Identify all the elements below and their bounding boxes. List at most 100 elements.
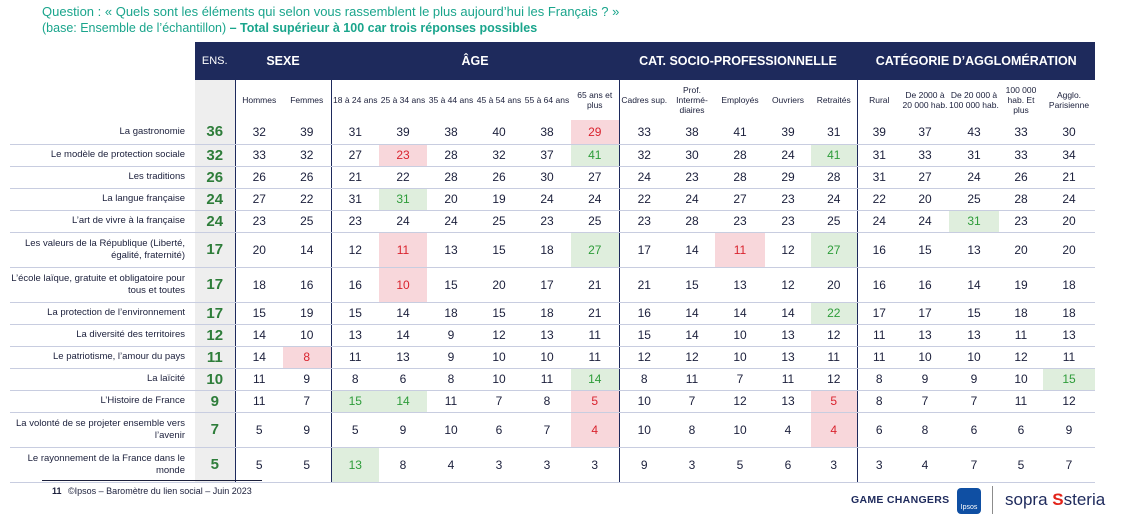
cell-value: 8 [283,346,331,369]
cell-value: 13 [523,324,571,347]
column-header: Hommes [234,80,283,120]
ipsos-logo: Ipsos [957,488,981,514]
cell-value: 14 [949,267,999,303]
cell-value: 18 [523,302,571,325]
cell-value: 38 [523,120,571,145]
cell-value: 27 [811,232,857,268]
cell-value: 19 [283,302,331,325]
cell-value: 17 [618,232,669,268]
cell-value: 10 [715,412,765,448]
cell-value: 10 [949,346,999,369]
cell-value: 31 [330,188,379,211]
cell-value: 3 [669,447,715,483]
sopra-text: sopra [1005,490,1048,509]
group-sexe: SEXE [234,42,331,80]
cell-value: 8 [427,368,475,391]
cell-value: 12 [1043,390,1095,413]
page-number: 11 [52,486,62,496]
ens-value: 36 [195,120,235,145]
cell-value: 12 [475,324,523,347]
cell-value: 13 [330,324,379,347]
ens-value: 17 [195,302,235,325]
cell-value: 7 [283,390,331,413]
cell-value: 16 [330,267,379,303]
cell-value: 15 [1043,368,1095,391]
cell-value: 13 [715,267,765,303]
ens-value: 10 [195,368,235,391]
column-header: 65 ans et plus [577,90,613,110]
cell-value: 13 [1043,324,1095,347]
cell-value: 20 [811,267,857,303]
question-text: Question : « Quels sont les éléments qui… [42,4,620,19]
cell-value: 10 [715,324,765,347]
cell-value: 12 [618,346,669,369]
steria-text: steria [1063,490,1106,509]
cell-value: 9 [379,412,427,448]
cell-value: 4 [901,447,949,483]
cell-value: 15 [475,302,523,325]
cell-value: 11 [715,232,765,268]
table-row: Le patriotisme, l’amour du pays 11 14 8 11 13… [10,346,1095,369]
cell-value: 18 [523,232,571,268]
cell-value: 14 [234,346,283,369]
cell-value: 18 [1043,302,1095,325]
cell-value: 21 [1043,166,1095,189]
cell-value: 14 [571,368,619,391]
cell-value: 13 [765,390,811,413]
cell-value: 15 [234,302,283,325]
cell-value: 14 [715,302,765,325]
footer: 11 ©Ipsos – Baromètre du lien social – J… [52,486,252,496]
cell-value: 40 [475,120,523,145]
cell-value: 28 [669,210,715,233]
ens-value: 24 [195,188,235,211]
column-header: 35 à 44 ans [428,95,474,105]
ens-value: 5 [195,447,235,483]
cell-value: 33 [999,120,1043,145]
cell-value: 10 [427,412,475,448]
column-header: 55 à 64 ans [524,95,570,105]
cell-value: 14 [234,324,283,347]
row-label: Le rayonnement de la France dans le mond… [10,447,195,483]
row-label: Le modèle de protection sociale [10,144,195,167]
cell-value: 38 [427,120,475,145]
cell-value: 20 [1043,210,1095,233]
cell-value: 3 [571,447,619,483]
results-table: ENS. SEXE ÂGE CAT. SOCIO-PROFESSIONNELLE… [10,42,1095,483]
ens-value: 12 [195,324,235,347]
logo-divider [992,486,993,514]
table-row: Le modèle de protection sociale 32 33 32 27 2… [10,144,1095,167]
column-header: Cadres sup. [618,80,669,120]
cell-value: 23 [765,210,811,233]
cell-value: 37 [901,120,949,145]
cell-value: 12 [669,346,715,369]
cell-value: 24 [379,210,427,233]
row-label: La volonté de se projeter ensemble vers … [10,412,195,448]
cell-value: 10 [901,346,949,369]
cell-value: 8 [901,412,949,448]
cell-value: 15 [901,232,949,268]
cell-value: 13 [330,447,379,483]
cell-value: 14 [669,324,715,347]
table-row: La gastronomie 36 32 39 31 39 38 40 38 29 33 38 41 39… [10,120,1095,145]
cell-value: 31 [856,166,901,189]
cell-value: 15 [427,267,475,303]
row-label: La langue française [10,188,195,211]
cell-value: 7 [715,368,765,391]
column-header: Femmes [290,95,324,105]
cell-value: 15 [475,232,523,268]
table-row: L’Histoire de France 9 11 7 15 14 11 7 8 5 10 7 12 13… [10,390,1095,413]
ens-value: 7 [195,412,235,448]
cell-value: 21 [571,267,619,303]
cell-value: 11 [999,324,1043,347]
cell-value: 11 [427,390,475,413]
cell-value: 33 [618,120,669,145]
cell-value: 24 [765,144,811,167]
cell-value: 13 [427,232,475,268]
cell-value: 23 [379,144,427,167]
cell-value: 22 [811,302,857,325]
cell-value: 12 [330,232,379,268]
base-text: (base: Ensemble de l’échantillon) [42,21,227,35]
cell-value: 7 [669,390,715,413]
cell-value: 7 [523,412,571,448]
cell-value: 24 [949,166,999,189]
